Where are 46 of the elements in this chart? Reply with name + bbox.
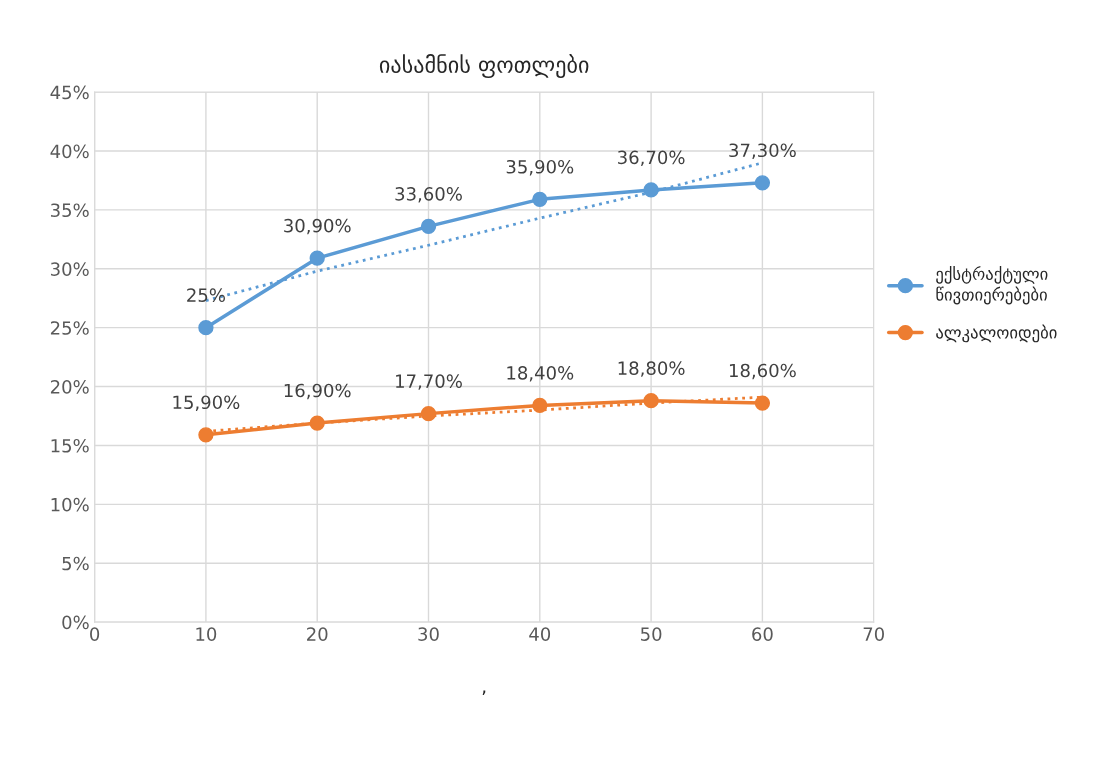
y-tick-label: 35% [50,203,89,218]
data-label: 16,90% [284,383,351,400]
y-tick-label: 10% [51,497,89,512]
point [643,182,659,198]
point [754,395,771,411]
point [198,320,214,336]
legend-label: ალკალოიდები [936,324,1057,343]
x-tick-label: 0 [90,627,100,641]
data-label: 33,60% [395,187,462,203]
x-tick-label: 30 [418,627,439,641]
y-tick-label: 0% [62,615,89,630]
chart-title: იასამნის ფოთლები [379,54,589,78]
x-tick-label: 70 [863,627,884,641]
x-axis-title: , [482,690,486,695]
point [198,427,214,443]
data-label: 15,90% [173,395,240,411]
point [309,415,325,431]
point [532,397,548,414]
y-tick-label: 45% [50,85,89,100]
data-label: 18,80% [618,361,685,377]
y-tick-label: 30% [50,262,89,276]
data-label: 25% [187,288,225,302]
point [309,250,325,266]
x-tick-label: 40 [529,627,551,641]
y-tick-label: 25% [50,321,89,335]
y-tick-label: 20% [50,380,89,394]
x-tick-label: 50 [641,627,662,641]
data-label: 18,60% [729,363,796,380]
data-label: 17,70% [396,374,462,390]
x-tick-label: 60 [752,627,773,641]
data-label: 30,90% [284,218,351,235]
data-label: 36,70% [618,150,685,167]
x-tick-label: 10 [196,627,217,641]
data-label: 18,40% [507,366,574,382]
point [754,175,771,191]
legend-label: ექსტრაქტული წივთიერებები [936,265,1048,305]
point [420,406,437,422]
data-label: 35,90% [506,159,574,176]
point [420,218,437,235]
x-tick-label: 20 [307,627,328,641]
data-label: 37,30% [729,143,796,159]
y-tick-label: 40% [50,144,89,159]
y-tick-label: 15% [51,438,89,453]
point [643,393,659,409]
point [532,191,548,207]
y-tick-label: 5% [62,556,89,571]
